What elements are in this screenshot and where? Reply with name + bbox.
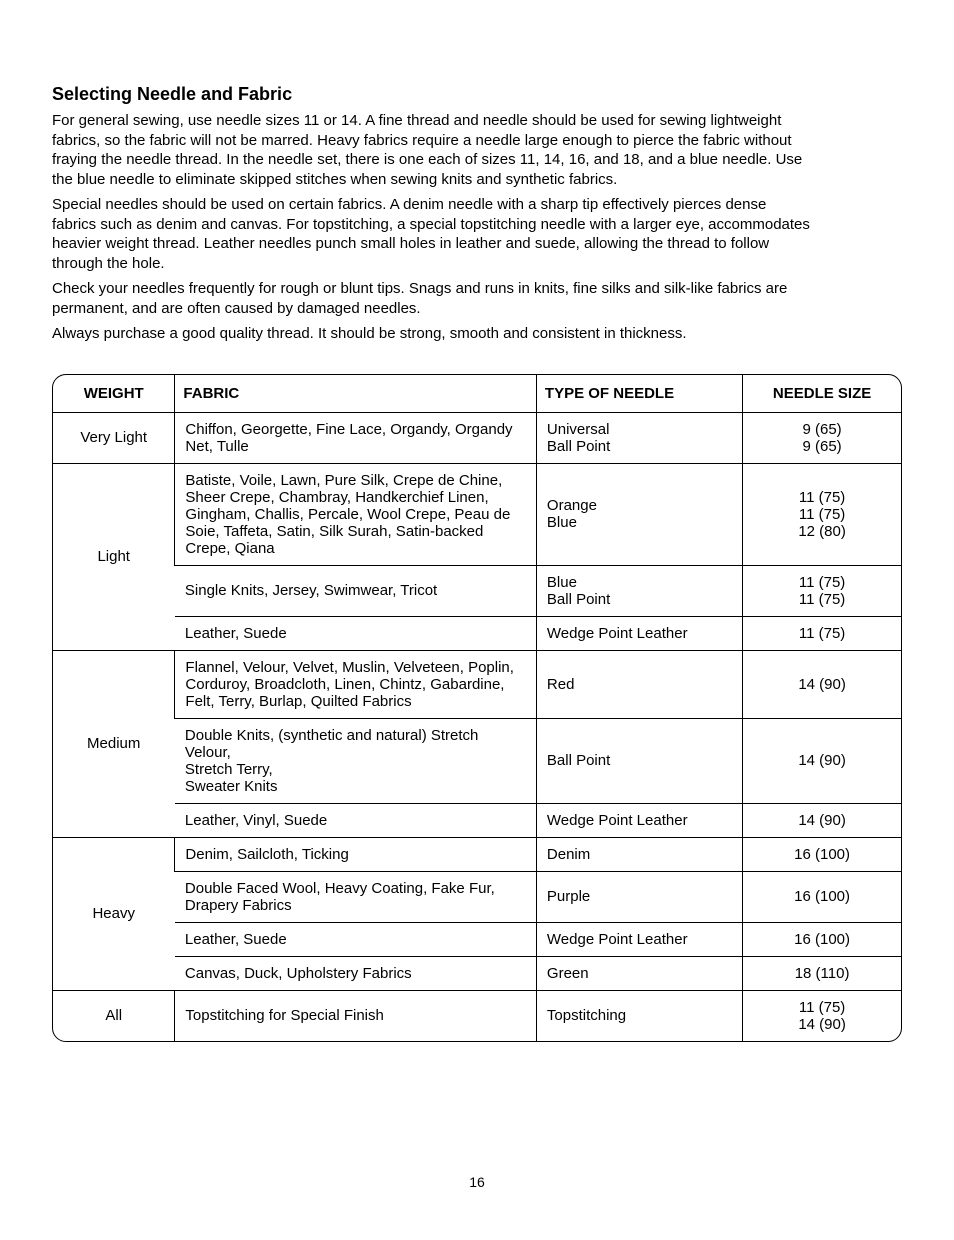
needle-type-cell: Purple	[536, 871, 742, 922]
fabric-cell: Leather, Suede	[175, 616, 537, 650]
table-row: Leather, Suede Wedge Point Leather 11 (7…	[53, 616, 901, 650]
needle-size-cell: 11 (75)	[743, 616, 901, 650]
table-header-weight: WEIGHT	[53, 375, 175, 413]
table-row: Canvas, Duck, Upholstery Fabrics Green 1…	[53, 956, 901, 990]
needle-fabric-table: WEIGHT FABRIC TYPE OF NEEDLE NEEDLE SIZE…	[53, 375, 901, 1041]
fabric-cell: Chiffon, Georgette, Fine Lace, Organdy, …	[175, 412, 537, 463]
fabric-cell: Batiste, Voile, Lawn, Pure Silk, Crepe d…	[175, 463, 537, 565]
fabric-cell: Leather, Suede	[175, 922, 537, 956]
table-row: Single Knits, Jersey, Swimwear, Tricot B…	[53, 565, 901, 616]
weight-cell: Very Light	[53, 412, 175, 463]
needle-type-cell: Red	[536, 650, 742, 718]
needle-size-cell: 18 (110)	[743, 956, 901, 990]
needle-size-cell: 9 (65) 9 (65)	[743, 412, 901, 463]
table-row: Double Knits, (synthetic and natural) St…	[53, 718, 901, 803]
needle-type-cell: Wedge Point Leather	[536, 616, 742, 650]
needle-type-cell: Blue Ball Point	[536, 565, 742, 616]
table-row: Double Faced Wool, Heavy Coating, Fake F…	[53, 871, 901, 922]
fabric-cell: Topstitching for Special Finish	[175, 990, 537, 1041]
needle-type-cell: Ball Point	[536, 718, 742, 803]
fabric-cell: Single Knits, Jersey, Swimwear, Tricot	[175, 565, 537, 616]
needle-fabric-table-container: WEIGHT FABRIC TYPE OF NEEDLE NEEDLE SIZE…	[52, 374, 902, 1042]
table-header-size: NEEDLE SIZE	[743, 375, 901, 413]
fabric-cell: Leather, Vinyl, Suede	[175, 803, 537, 837]
table-row: Very Light Chiffon, Georgette, Fine Lace…	[53, 412, 901, 463]
needle-size-cell: 16 (100)	[743, 922, 901, 956]
needle-size-cell: 14 (90)	[743, 803, 901, 837]
needle-size-cell: 16 (100)	[743, 837, 901, 871]
body-paragraph: Check your needles frequently for rough …	[52, 279, 812, 318]
fabric-cell: Double Faced Wool, Heavy Coating, Fake F…	[175, 871, 537, 922]
document-page: Selecting Needle and Fabric For general …	[0, 0, 954, 1240]
needle-size-cell: 14 (90)	[743, 718, 901, 803]
needle-type-cell: Wedge Point Leather	[536, 803, 742, 837]
weight-cell: Light	[53, 463, 175, 650]
body-paragraph: Always purchase a good quality thread. I…	[52, 324, 812, 344]
body-paragraph: Special needles should be used on certai…	[52, 195, 812, 273]
needle-type-cell: Green	[536, 956, 742, 990]
needle-type-cell: Orange Blue	[536, 463, 742, 565]
table-header-row: WEIGHT FABRIC TYPE OF NEEDLE NEEDLE SIZE	[53, 375, 901, 413]
table-body: Very Light Chiffon, Georgette, Fine Lace…	[53, 412, 901, 1041]
needle-type-cell: Universal Ball Point	[536, 412, 742, 463]
table-row: Leather, Suede Wedge Point Leather 16 (1…	[53, 922, 901, 956]
weight-cell: All	[53, 990, 175, 1041]
table-row: All Topstitching for Special Finish Tops…	[53, 990, 901, 1041]
table-row: Heavy Denim, Sailcloth, Ticking Denim 16…	[53, 837, 901, 871]
page-number: 16	[0, 1174, 954, 1190]
fabric-cell: Canvas, Duck, Upholstery Fabrics	[175, 956, 537, 990]
needle-size-cell: 11 (75) 14 (90)	[743, 990, 901, 1041]
fabric-cell: Denim, Sailcloth, Ticking	[175, 837, 537, 871]
needle-size-cell: 14 (90)	[743, 650, 901, 718]
needle-size-cell: 11 (75) 11 (75)	[743, 565, 901, 616]
weight-cell: Medium	[53, 650, 175, 837]
fabric-cell: Flannel, Velour, Velvet, Muslin, Velvete…	[175, 650, 537, 718]
needle-type-cell: Topstitching	[536, 990, 742, 1041]
needle-type-cell: Wedge Point Leather	[536, 922, 742, 956]
body-paragraph: For general sewing, use needle sizes 11 …	[52, 111, 812, 189]
table-row: Light Batiste, Voile, Lawn, Pure Silk, C…	[53, 463, 901, 565]
needle-type-cell: Denim	[536, 837, 742, 871]
table-header-type: TYPE OF NEEDLE	[536, 375, 742, 413]
table-row: Leather, Vinyl, Suede Wedge Point Leathe…	[53, 803, 901, 837]
fabric-cell: Double Knits, (synthetic and natural) St…	[175, 718, 537, 803]
section-heading: Selecting Needle and Fabric	[52, 84, 902, 105]
needle-size-cell: 11 (75) 11 (75) 12 (80)	[743, 463, 901, 565]
table-header-fabric: FABRIC	[175, 375, 537, 413]
needle-size-cell: 16 (100)	[743, 871, 901, 922]
table-row: Medium Flannel, Velour, Velvet, Muslin, …	[53, 650, 901, 718]
weight-cell: Heavy	[53, 837, 175, 990]
